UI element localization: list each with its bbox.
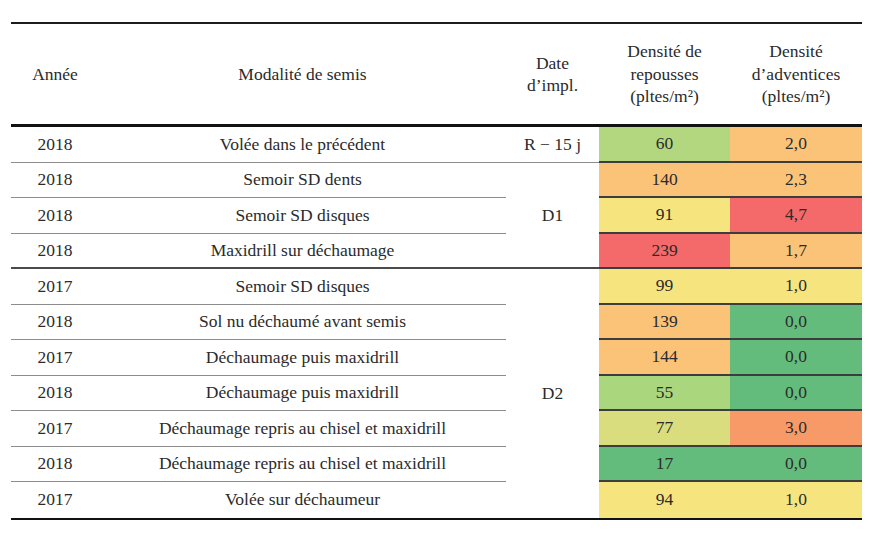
table-row: 2017 Semoir SD disques 99 1,0 [11,269,862,305]
modality-cell: Déchaumage puis maxidrill [99,376,506,412]
date-cell [506,482,599,518]
table-row: 2018 Semoir SD dents 140 2,3 [11,163,862,199]
table-row: 2017 Déchaumage puis maxidrill 144 0,0 [11,340,862,376]
adventices-density-cell: 2,3 [730,163,862,199]
adventices-density-cell: 0,0 [730,340,862,376]
date-cell [506,305,599,341]
repousses-density-cell: 99 [599,269,730,305]
repousses-density-cell: 91 [599,198,730,234]
adventices-density-cell: 0,0 [730,305,862,341]
table-row: 2017 Volée sur déchaumeur 94 1,0 [11,482,862,518]
modality-cell: Déchaumage puis maxidrill [99,340,506,376]
date-cell [506,163,599,199]
adventices-density-cell: 1,0 [730,269,862,305]
table-row: 2017 Déchaumage repris au chisel et maxi… [11,411,862,447]
density-table: Année Modalité de semis Date d’impl. Den… [11,22,862,520]
header-modality: Modalité de semis [99,63,506,85]
modality-cell: Sol nu déchaumé avant semis [99,305,506,341]
header-adventices-density: Densité d’adventices (pltes/m²) [730,40,862,107]
year-cell: 2017 [11,411,99,447]
repousses-density-cell: 239 [599,234,730,270]
year-cell: 2018 [11,127,99,163]
modality-cell: Maxidrill sur déchaumage [99,234,506,270]
table-row: 2018 Volée dans le précédent R − 15 j 60… [11,127,862,163]
date-group-label-d2: D2 [506,376,599,412]
modality-cell: Déchaumage repris au chisel et maxidrill [99,447,506,483]
adventices-density-cell: 1,0 [730,482,862,518]
modality-cell: Déchaumage repris au chisel et maxidrill [99,411,506,447]
repousses-density-cell: 144 [599,340,730,376]
date-cell [506,411,599,447]
date-cell [506,447,599,483]
year-cell: 2018 [11,163,99,199]
date-group-label-d1: D1 [506,198,599,234]
modality-cell: Volée sur déchaumeur [99,482,506,518]
repousses-density-cell: 139 [599,305,730,341]
year-cell: 2018 [11,305,99,341]
modality-cell: Semoir SD disques [99,269,506,305]
table-row: 2018 Déchaumage repris au chisel et maxi… [11,447,862,483]
header-year: Année [11,63,99,85]
table-row: 2018 Semoir SD disques D1 91 4,7 [11,198,862,234]
adventices-density-cell: 2,0 [730,127,862,163]
date-cell [506,340,599,376]
year-cell: 2018 [11,376,99,412]
modality-cell: Semoir SD dents [99,163,506,199]
header-repousses-density: Densité de repousses (pltes/m²) [599,40,730,107]
adventices-density-cell: 0,0 [730,447,862,483]
header-date: Date d’impl. [506,52,599,97]
modality-cell: Volée dans le précédent [99,127,506,163]
density-table-page: Année Modalité de semis Date d’impl. Den… [0,0,873,540]
repousses-density-cell: 17 [599,447,730,483]
repousses-density-cell: 77 [599,411,730,447]
year-cell: 2017 [11,269,99,305]
adventices-density-cell: 1,7 [730,234,862,270]
repousses-density-cell: 60 [599,127,730,163]
date-cell: R − 15 j [506,127,599,163]
repousses-density-cell: 140 [599,163,730,199]
table-header-row: Année Modalité de semis Date d’impl. Den… [11,22,862,127]
table-body: 2018 Volée dans le précédent R − 15 j 60… [11,127,862,520]
date-cell [506,234,599,270]
year-cell: 2018 [11,234,99,270]
adventices-density-cell: 4,7 [730,198,862,234]
table-row: 2018 Sol nu déchaumé avant semis 139 0,0 [11,305,862,341]
year-cell: 2018 [11,447,99,483]
date-cell [506,269,599,305]
year-cell: 2018 [11,198,99,234]
adventices-density-cell: 0,0 [730,376,862,412]
table-row: 2018 Maxidrill sur déchaumage 239 1,7 [11,234,862,270]
repousses-density-cell: 94 [599,482,730,518]
repousses-density-cell: 55 [599,376,730,412]
year-cell: 2017 [11,482,99,518]
adventices-density-cell: 3,0 [730,411,862,447]
table-row: 2018 Déchaumage puis maxidrill D2 55 0,0 [11,376,862,412]
modality-cell: Semoir SD disques [99,198,506,234]
year-cell: 2017 [11,340,99,376]
